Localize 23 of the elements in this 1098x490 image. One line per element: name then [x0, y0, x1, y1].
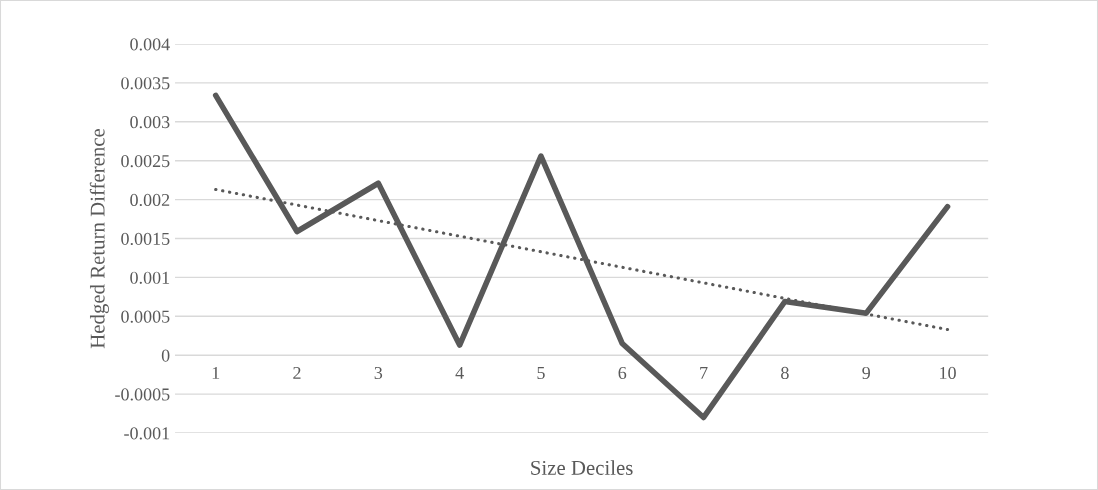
x-axis-title: Size Deciles	[531, 460, 633, 475]
y-tick-label: 0.0005	[121, 310, 170, 323]
x-tick-label: 10	[940, 366, 956, 380]
y-axis-title: Hedged Return Difference	[89, 128, 109, 349]
x-tick-label: 7	[700, 367, 708, 379]
y-tick-label: 0.003	[130, 116, 170, 129]
y-tick-label: 0.001	[130, 271, 170, 284]
y-tick-label: 0.002	[130, 193, 170, 207]
x-tick-label: 1	[212, 366, 220, 379]
x-tick-label: 5	[537, 367, 545, 380]
y-tick-label: 0	[161, 349, 170, 362]
y-tick-label: 0.0015	[121, 232, 170, 246]
y-tick-label: 0.004	[130, 38, 170, 51]
x-tick-label: 2	[293, 366, 301, 379]
x-tick-label: 9	[862, 366, 870, 380]
x-tick-label: 6	[618, 366, 627, 380]
x-tick-label: 8	[781, 366, 789, 380]
x-tick-label: 3	[374, 366, 383, 380]
y-tick-label: -0.0005	[115, 388, 170, 401]
y-tick-label: -0.001	[124, 427, 170, 440]
x-tick-label: 4	[455, 366, 464, 379]
y-tick-label: 0.0025	[121, 154, 170, 168]
y-tick-label: 0.0035	[121, 77, 170, 90]
